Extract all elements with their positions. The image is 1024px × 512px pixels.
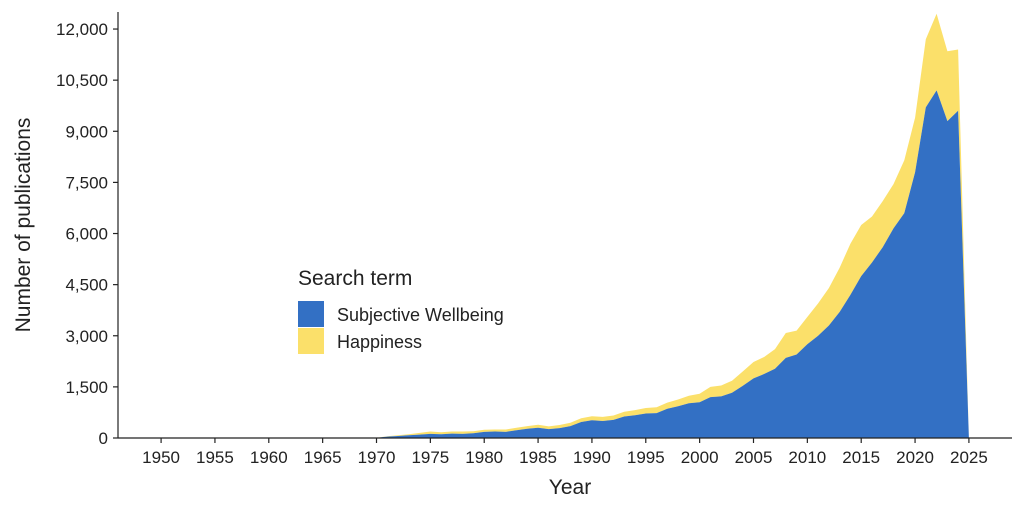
x-tick-label: 1975	[411, 448, 449, 467]
legend-swatch-happiness	[298, 328, 324, 354]
legend-label-happiness: Happiness	[337, 332, 422, 352]
x-tick-label: 2020	[896, 448, 934, 467]
area-subjective-wellbeing	[376, 90, 969, 439]
y-tick-label: 12,000	[56, 20, 108, 39]
x-tick-label: 1955	[196, 448, 234, 467]
legend-title: Search term	[298, 267, 412, 290]
y-tick-label: 4,500	[65, 276, 108, 295]
legend: Search term Subjective Wellbeing Happines…	[298, 267, 504, 354]
x-tick-label: 1970	[358, 448, 396, 467]
x-tick-label: 1985	[519, 448, 557, 467]
legend-items: Subjective Wellbeing Happiness	[298, 301, 504, 354]
y-tick-label: 10,500	[56, 71, 108, 90]
y-tick-label: 0	[99, 429, 108, 448]
x-tick-label: 2000	[681, 448, 719, 467]
x-tick-label: 1950	[142, 448, 180, 467]
legend-label-subjective-wellbeing: Subjective Wellbeing	[337, 305, 504, 325]
x-axis-title: Year	[549, 476, 591, 499]
axes: 0 1,500 3,000 4,500 6,000 7,500 9,000 10,500 12,…	[56, 12, 1012, 467]
x-tick-label: 1960	[250, 448, 288, 467]
x-tick-label: 2025	[950, 448, 988, 467]
x-tick-label: 2010	[788, 448, 826, 467]
y-axis-ticks: 0 1,500 3,000 4,500 6,000 7,500 9,000 10,500 12,…	[56, 20, 118, 448]
x-tick-label: 2005	[735, 448, 773, 467]
x-tick-label: 1965	[304, 448, 342, 467]
y-tick-label: 7,500	[65, 173, 108, 192]
x-tick-label: 1990	[573, 448, 611, 467]
legend-swatch-subjective-wellbeing	[298, 301, 324, 327]
x-axis-ticks: 1950 1955 1960 1965 1970 1975 1980 1985 1990 1995…	[142, 438, 988, 467]
x-tick-label: 2015	[842, 448, 880, 467]
area-happiness	[376, 13, 969, 438]
y-tick-label: 9,000	[65, 122, 108, 141]
y-tick-label: 1,500	[65, 378, 108, 397]
x-tick-label: 1980	[465, 448, 503, 467]
y-tick-label: 3,000	[65, 327, 108, 346]
area-layers	[376, 13, 969, 439]
y-axis-title: Number of publications	[12, 118, 35, 333]
y-tick-label: 6,000	[65, 225, 108, 244]
x-tick-label: 1995	[627, 448, 665, 467]
